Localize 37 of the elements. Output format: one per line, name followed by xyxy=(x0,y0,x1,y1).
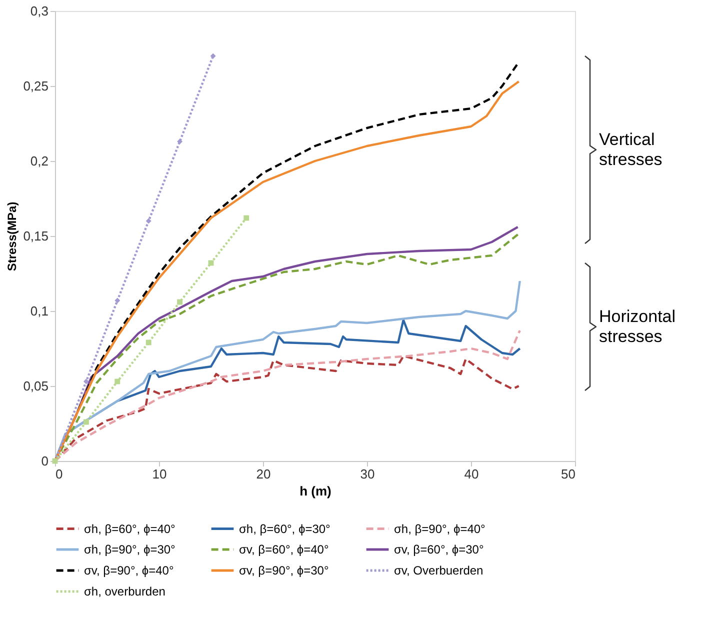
x-tick-label: 30 xyxy=(360,466,375,482)
legend-label: σv, β=60°, ϕ=40° xyxy=(239,542,329,556)
y-tick-label: 0,3 xyxy=(30,4,48,18)
point xyxy=(114,378,120,384)
y-tick-label: 0,15 xyxy=(23,228,48,244)
x-tick-label: 0 xyxy=(56,466,63,482)
legend-label: σh, overburden xyxy=(84,584,166,598)
x-axis-title: h (m) xyxy=(300,484,332,498)
point xyxy=(146,218,152,224)
point xyxy=(83,378,89,384)
x-tick-label: 20 xyxy=(256,466,271,482)
y-tick-label: 0,1 xyxy=(30,304,48,318)
legend-label: σv, β=90°, ϕ=30° xyxy=(239,564,329,578)
x-tick-label: 40 xyxy=(464,466,479,482)
text: Vertical stresses xyxy=(599,130,662,169)
y-tick-label: 0,05 xyxy=(23,378,48,394)
legend-label: σh, β=90°, ϕ=30° xyxy=(84,542,176,556)
y-tick-label: 0,25 xyxy=(23,78,48,94)
x-tick-label: 10 xyxy=(152,466,167,482)
legend-label: σh, β=60°, ϕ=40° xyxy=(84,522,176,536)
legend-label: σv, Overbuerden xyxy=(394,564,484,578)
y-tick-label: 0 xyxy=(41,454,48,468)
point xyxy=(114,298,120,304)
point xyxy=(210,53,216,59)
legend-label: σh, β=60°, ϕ=30° xyxy=(239,522,331,536)
x-tick-label: 50 xyxy=(561,466,576,482)
legend-label: σv, β=90°, ϕ=40° xyxy=(84,564,174,578)
y-tick-label: 0,2 xyxy=(30,154,48,168)
point xyxy=(83,419,89,425)
text: Horizontal stresses xyxy=(599,306,676,346)
point xyxy=(146,340,152,346)
point xyxy=(177,299,183,305)
point xyxy=(244,215,250,221)
y-axis-title: Stress(MPa) xyxy=(5,202,20,272)
point xyxy=(177,138,183,144)
legend-label: σh, β=90°, ϕ=40° xyxy=(394,522,486,536)
legend-label: σv, β=60°, ϕ=30° xyxy=(394,542,484,556)
